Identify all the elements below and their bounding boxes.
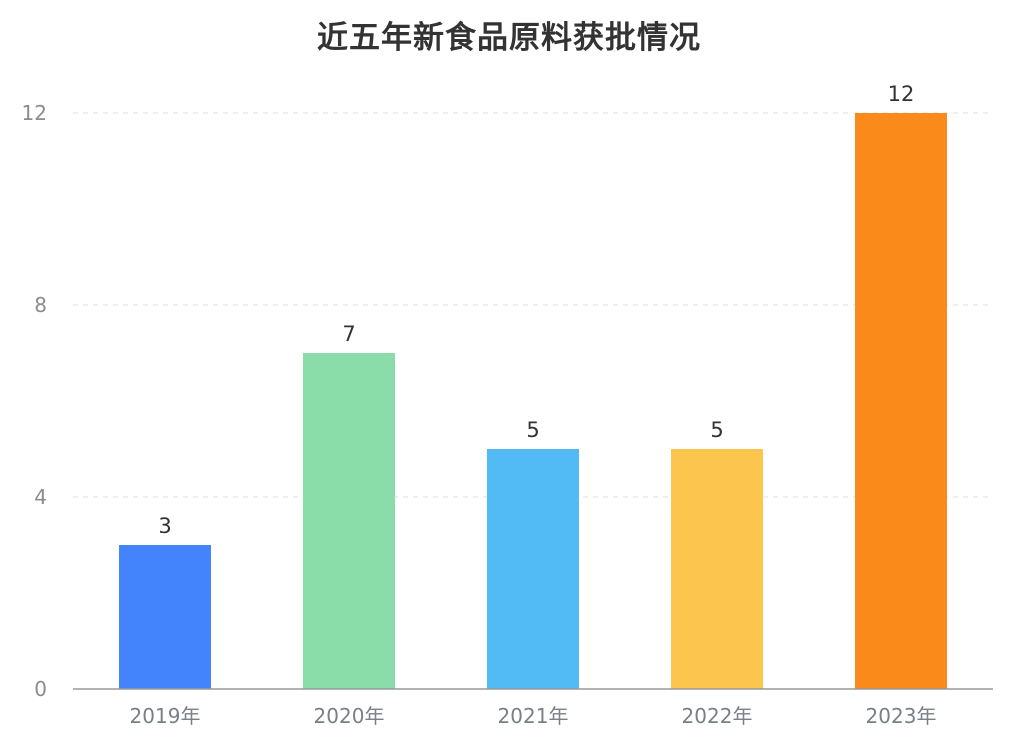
x-axis: 2019年 2020年 2021年 2022年 2023年 <box>73 688 993 728</box>
bar <box>303 353 395 689</box>
data-label: 5 <box>710 418 723 442</box>
bar <box>119 545 211 689</box>
data-label: 7 <box>342 322 355 346</box>
bars <box>119 113 947 689</box>
x-tick-label: 2020年 <box>314 704 385 728</box>
y-tick-label: 0 <box>34 677 47 701</box>
y-tick-label: 12 <box>22 101 47 125</box>
chart-title: 近五年新食品原料获批情况 <box>317 20 701 56</box>
y-axis: 0 4 8 12 <box>22 101 47 701</box>
data-label: 12 <box>888 82 915 106</box>
y-tick-label: 4 <box>34 485 47 509</box>
bar <box>671 449 763 689</box>
data-label: 3 <box>158 514 171 538</box>
y-tick-label: 8 <box>34 293 47 317</box>
data-label: 5 <box>526 418 539 442</box>
x-tick-label: 2019年 <box>130 704 201 728</box>
bar <box>855 113 947 689</box>
x-tick-label: 2021年 <box>498 704 569 728</box>
data-labels: 3 7 5 5 12 <box>158 82 914 538</box>
x-tick-label: 2023年 <box>866 704 937 728</box>
x-tick-label: 2022年 <box>682 704 753 728</box>
bar <box>487 449 579 689</box>
